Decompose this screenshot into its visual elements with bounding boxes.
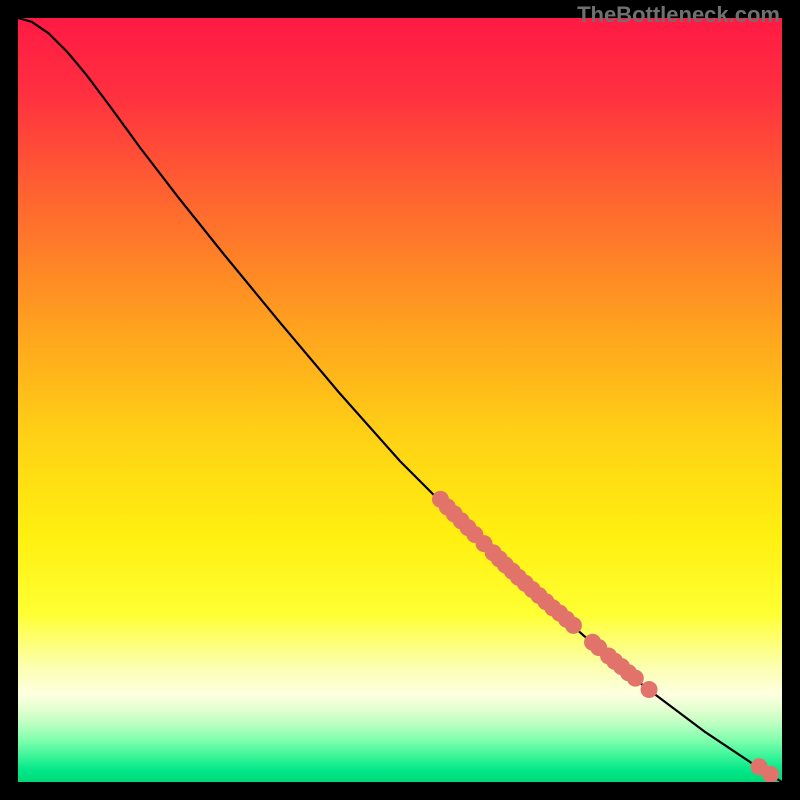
chart-svg [18,18,782,782]
marker-group [432,491,779,782]
plot-area [18,18,782,782]
chart-stage: TheBottleneck.com [0,0,800,800]
data-marker [565,617,582,634]
watermark-text: TheBottleneck.com [577,2,780,28]
data-marker [627,670,644,687]
curve-line [18,18,782,782]
data-marker [641,681,658,698]
